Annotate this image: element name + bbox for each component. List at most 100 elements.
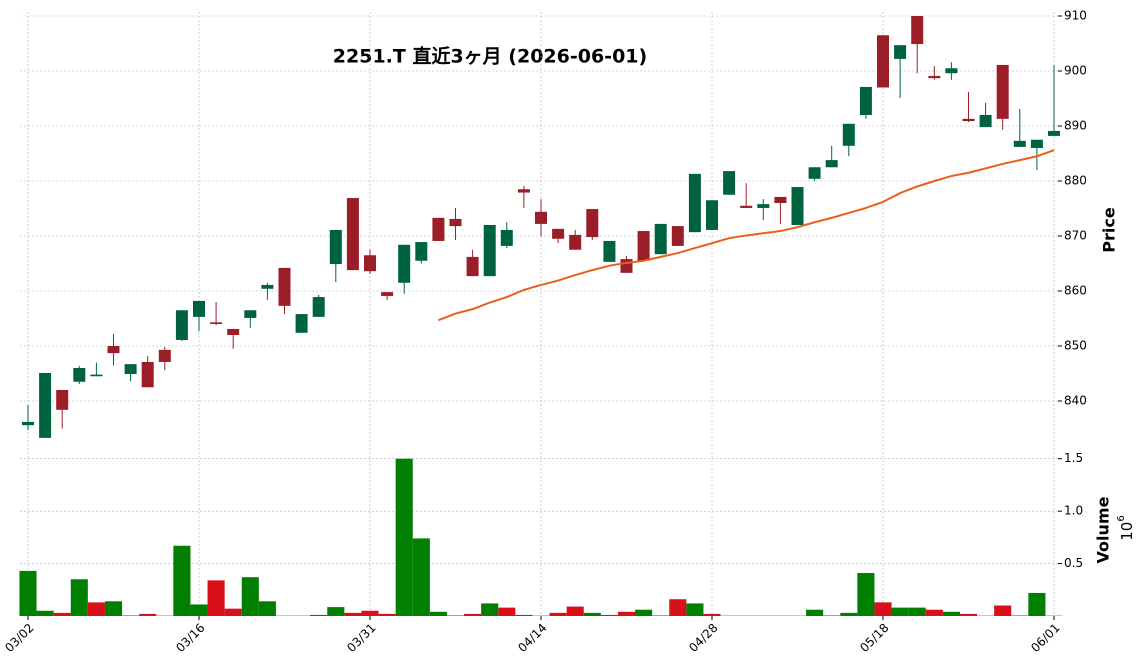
volume-bar <box>515 614 533 616</box>
volume-bar <box>122 615 140 616</box>
candle-body <box>774 196 787 203</box>
volume-bar <box>840 612 858 616</box>
candle-body <box>894 45 907 59</box>
candle-body <box>1030 139 1043 148</box>
volume-bar <box>344 612 362 616</box>
volume-bar <box>446 615 465 616</box>
volume-bar <box>190 604 208 616</box>
candle-body <box>535 211 547 224</box>
chart-title: 2251.T 直近3ヶ月 (2026-06-01) <box>333 45 647 68</box>
volume-bar <box>686 603 704 616</box>
volume-bar <box>19 570 37 616</box>
volume-bar <box>87 602 105 616</box>
y-tick-label: 880 <box>1064 174 1087 188</box>
candle-body <box>808 167 821 179</box>
volume-bar <box>53 612 71 616</box>
candle-body <box>124 364 137 375</box>
moving-average-line <box>438 149 1055 322</box>
volume-bar <box>566 606 584 616</box>
volume-bar <box>891 607 909 616</box>
candle-body <box>586 209 599 238</box>
volume-bar <box>857 573 875 616</box>
candle-body <box>107 346 120 354</box>
volume-bar <box>139 613 157 616</box>
volume-bar <box>224 608 242 616</box>
candle-body <box>740 205 753 208</box>
candle-body <box>210 322 223 324</box>
y-tick-label: 840 <box>1064 394 1087 408</box>
volume-bar <box>1028 592 1046 616</box>
candle-body <box>877 35 889 88</box>
candle-body <box>637 231 650 261</box>
candle-body <box>500 229 513 246</box>
y-tick-label: 870 <box>1064 229 1087 243</box>
candle-body <box>517 189 530 193</box>
candle-body <box>244 310 257 318</box>
candle-body <box>620 259 633 273</box>
y-tick-label: 890 <box>1064 119 1087 133</box>
volume-bar <box>669 599 687 616</box>
volume-bar <box>617 611 636 616</box>
volume-bar <box>395 458 413 616</box>
candle-body <box>962 118 975 122</box>
candle-body <box>175 310 188 340</box>
volume-bar <box>942 611 960 616</box>
volume-bar <box>429 611 447 616</box>
candle-body <box>654 223 667 255</box>
candle-body <box>723 171 736 195</box>
volume-bar <box>378 613 396 616</box>
volume-bar <box>635 609 653 616</box>
volume-bar <box>258 601 276 616</box>
y-axis-label: Price <box>1100 207 1119 253</box>
volume-bar <box>464 613 482 616</box>
volume-bar <box>173 545 191 616</box>
candle-body <box>329 229 342 265</box>
candle-body <box>842 123 855 146</box>
volume-bar <box>241 577 259 616</box>
candle-body <box>979 115 992 128</box>
candle-body <box>56 390 69 410</box>
x-tick-label: 06/01 <box>1028 621 1062 655</box>
candle-body <box>688 173 701 233</box>
volume-bar <box>994 605 1012 616</box>
candle-body <box>312 297 325 317</box>
volume-bar <box>412 538 430 616</box>
scale-base: 10 <box>1118 522 1136 541</box>
volume-bar <box>600 614 618 616</box>
candle-body <box>859 86 872 115</box>
candle-body <box>791 187 804 225</box>
candle-body <box>278 267 291 306</box>
volume-bar <box>207 580 225 616</box>
y-tick-label: 910 <box>1064 9 1087 23</box>
y-tick-label: 900 <box>1064 64 1087 78</box>
volume-bar <box>481 603 499 616</box>
candle-body <box>193 300 205 317</box>
x-tick-label: 05/18 <box>857 621 891 655</box>
candle-body <box>825 160 838 168</box>
volume-bar <box>703 613 721 616</box>
x-tick-label: 03/16 <box>173 621 207 655</box>
candle-body <box>295 314 308 333</box>
volume-bar <box>823 615 841 616</box>
volume-bar <box>908 607 926 616</box>
volume-bar <box>1011 615 1029 616</box>
candle-body <box>398 244 411 283</box>
volume-bar <box>874 602 892 616</box>
candle-body <box>90 374 103 377</box>
volume-bar <box>925 609 943 616</box>
candle-body <box>928 75 941 79</box>
candle-body <box>381 292 394 296</box>
candle-body <box>1048 130 1060 136</box>
y2-tick-label: 1.0 <box>1064 504 1083 518</box>
volume-bar <box>36 610 54 616</box>
volume-bar <box>498 607 516 616</box>
volume-bar <box>70 579 88 616</box>
candle-body <box>552 228 565 239</box>
x-tick-label: 04/28 <box>686 621 720 655</box>
y-tick-label: 860 <box>1064 284 1087 298</box>
candle-body <box>141 361 154 388</box>
candle-body <box>569 234 582 250</box>
candle-body <box>1013 140 1026 147</box>
candle-body <box>466 256 479 277</box>
candle-body <box>671 226 684 246</box>
